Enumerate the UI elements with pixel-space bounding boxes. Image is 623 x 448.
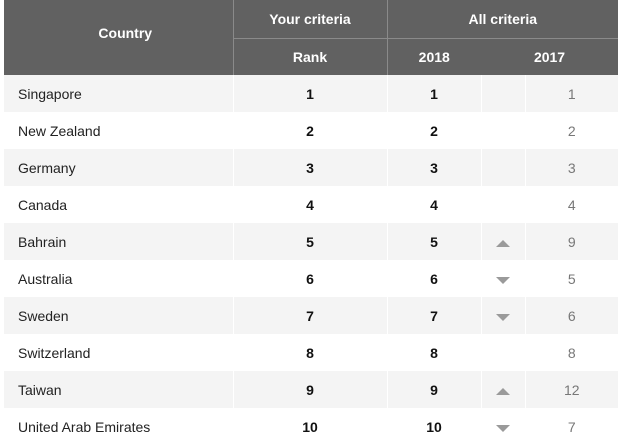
- country-cell: Switzerland: [4, 334, 234, 371]
- column-header-2017[interactable]: 2017: [481, 38, 619, 75]
- arrow-up-icon: [496, 239, 510, 247]
- rank-cell: 2: [233, 112, 388, 149]
- rank-2018-cell: 5: [387, 223, 481, 260]
- rank-cell: 3: [233, 149, 388, 186]
- group-header-all-criteria: All criteria: [387, 0, 619, 39]
- change-cell: [480, 223, 526, 260]
- country-cell: Bahrain: [4, 223, 234, 260]
- change-cell: [480, 75, 526, 112]
- rank-cell: 9: [233, 371, 388, 408]
- rank-2017-cell: 3: [525, 149, 619, 186]
- change-cell: [480, 297, 526, 334]
- country-cell: Australia: [4, 260, 234, 297]
- rank-cell: 10: [233, 408, 388, 445]
- arrow-down-icon: [496, 313, 510, 321]
- arrow-up-icon: [496, 387, 510, 395]
- table-row[interactable]: Australia 6 6 5: [4, 260, 619, 297]
- change-cell: [480, 408, 526, 445]
- change-cell: [480, 149, 526, 186]
- country-cell: New Zealand: [4, 112, 234, 149]
- table-row[interactable]: United Arab Emirates 10 10 7: [4, 408, 619, 445]
- rank-cell: 8: [233, 334, 388, 371]
- table-row[interactable]: Singapore 1 1 1: [4, 75, 619, 112]
- rank-2017-cell: 5: [525, 260, 619, 297]
- change-cell: [480, 371, 526, 408]
- country-cell: Germany: [4, 149, 234, 186]
- rank-2018-cell: 2: [387, 112, 481, 149]
- rank-2018-cell: 8: [387, 334, 481, 371]
- table-row[interactable]: Canada 4 4 4: [4, 186, 619, 223]
- rank-2017-cell: 9: [525, 223, 619, 260]
- rank-2017-cell: 1: [525, 75, 619, 112]
- arrow-down-icon: [496, 276, 510, 284]
- rank-2017-cell: 12: [525, 371, 619, 408]
- ranking-table: Country Your criteria All criteria Rank …: [4, 0, 619, 445]
- country-cell: Singapore: [4, 75, 234, 112]
- table-row[interactable]: Germany 3 3 3: [4, 149, 619, 186]
- rank-2017-cell: 8: [525, 334, 619, 371]
- table-header: Country Your criteria All criteria Rank …: [4, 0, 619, 75]
- group-header-your-criteria: Your criteria: [233, 0, 388, 39]
- rank-2018-cell: 9: [387, 371, 481, 408]
- column-header-country[interactable]: Country: [4, 0, 234, 75]
- change-cell: [480, 260, 526, 297]
- change-cell: [480, 112, 526, 149]
- change-cell: [480, 186, 526, 223]
- country-cell: Taiwan: [4, 371, 234, 408]
- rank-cell: 4: [233, 186, 388, 223]
- table-body: Singapore 1 1 1 New Zealand 2 2 2 Germany 3 3 3 Cana…: [4, 75, 619, 445]
- rank-2018-cell: 10: [387, 408, 481, 445]
- country-cell: Canada: [4, 186, 234, 223]
- rank-cell: 1: [233, 75, 388, 112]
- table-row[interactable]: Switzerland 8 8 8: [4, 334, 619, 371]
- change-cell: [480, 334, 526, 371]
- column-header-2018[interactable]: 2018: [387, 38, 481, 75]
- rank-2018-cell: 1: [387, 75, 481, 112]
- table-row[interactable]: Bahrain 5 5 9: [4, 223, 619, 260]
- arrow-down-icon: [496, 424, 510, 432]
- rank-2017-cell: 6: [525, 297, 619, 334]
- country-cell: Sweden: [4, 297, 234, 334]
- table-row[interactable]: New Zealand 2 2 2: [4, 112, 619, 149]
- table-row[interactable]: Taiwan 9 9 12: [4, 371, 619, 408]
- rank-2017-cell: 2: [525, 112, 619, 149]
- rank-2018-cell: 3: [387, 149, 481, 186]
- rank-cell: 7: [233, 297, 388, 334]
- rank-2017-cell: 4: [525, 186, 619, 223]
- rank-2018-cell: 4: [387, 186, 481, 223]
- rank-2018-cell: 7: [387, 297, 481, 334]
- country-cell: United Arab Emirates: [4, 408, 234, 445]
- rank-cell: 6: [233, 260, 388, 297]
- rank-cell: 5: [233, 223, 388, 260]
- rank-2017-cell: 7: [525, 408, 619, 445]
- table-row[interactable]: Sweden 7 7 6: [4, 297, 619, 334]
- rank-2018-cell: 6: [387, 260, 481, 297]
- column-header-rank[interactable]: Rank: [233, 38, 388, 75]
